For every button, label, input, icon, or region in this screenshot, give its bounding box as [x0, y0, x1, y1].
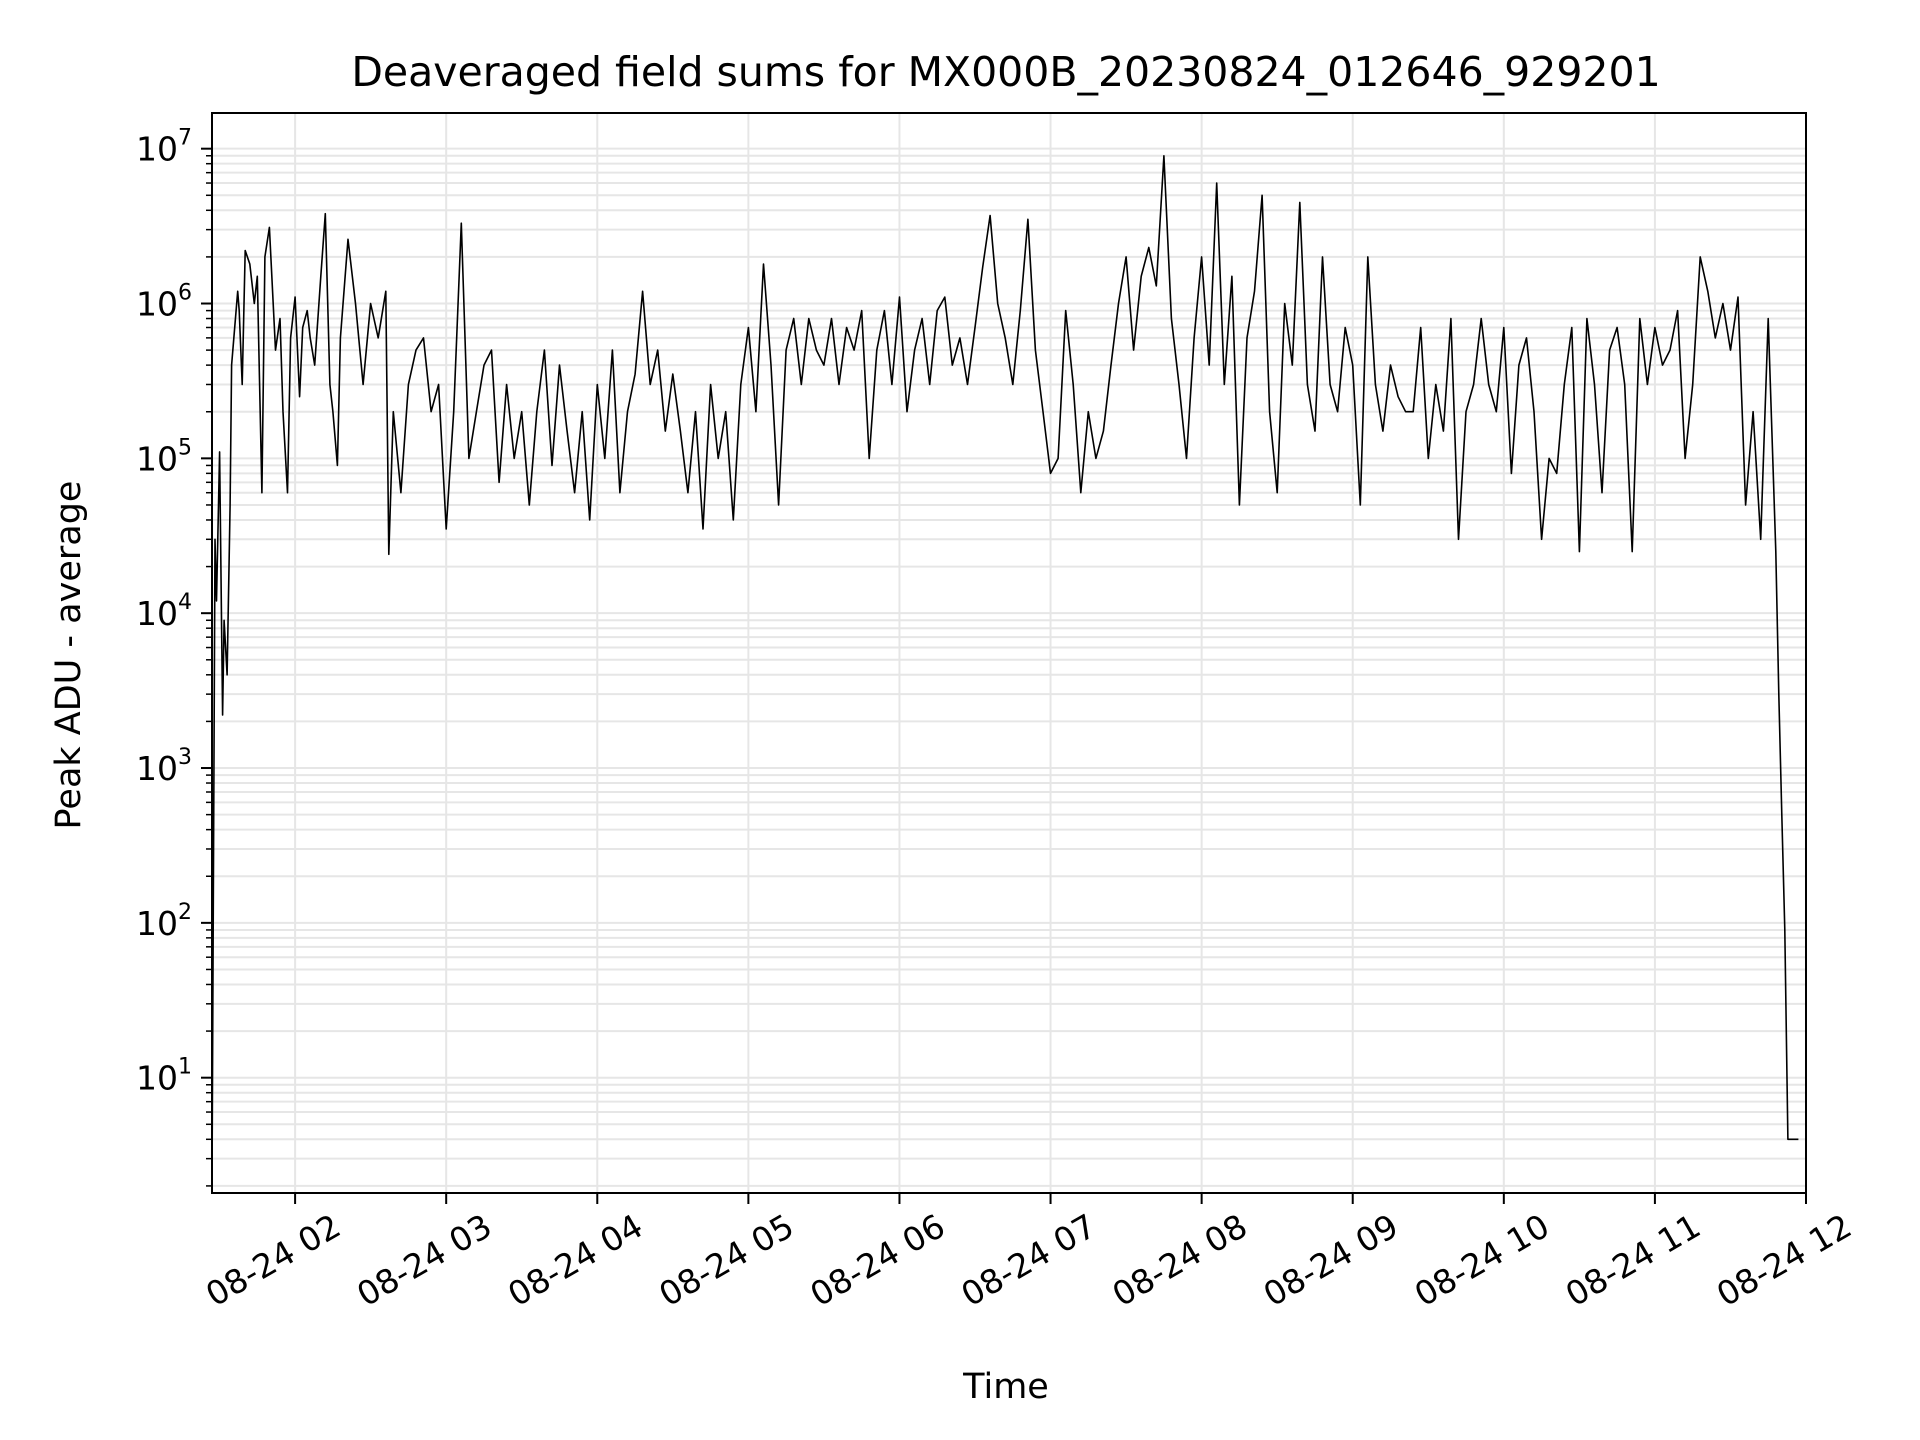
data-layer	[211, 155, 1799, 1186]
y-axis-label: Peak ADU - average	[49, 481, 89, 830]
series-line	[211, 155, 1799, 1186]
y-tick-label: 107	[136, 126, 192, 169]
y-tick-label: 104	[136, 590, 192, 633]
y-tick-label: 105	[136, 435, 192, 478]
y-tick-label: 103	[136, 745, 192, 788]
y-tick-label: 101	[136, 1055, 192, 1098]
y-tick-label: 106	[136, 281, 192, 324]
plot-frame	[211, 112, 1807, 1194]
x-axis-label: Time	[962, 1367, 1049, 1407]
chart-title: Deaveraged field sums for MX000B_2023082…	[351, 48, 1660, 96]
y-tick-label: 102	[136, 900, 192, 943]
